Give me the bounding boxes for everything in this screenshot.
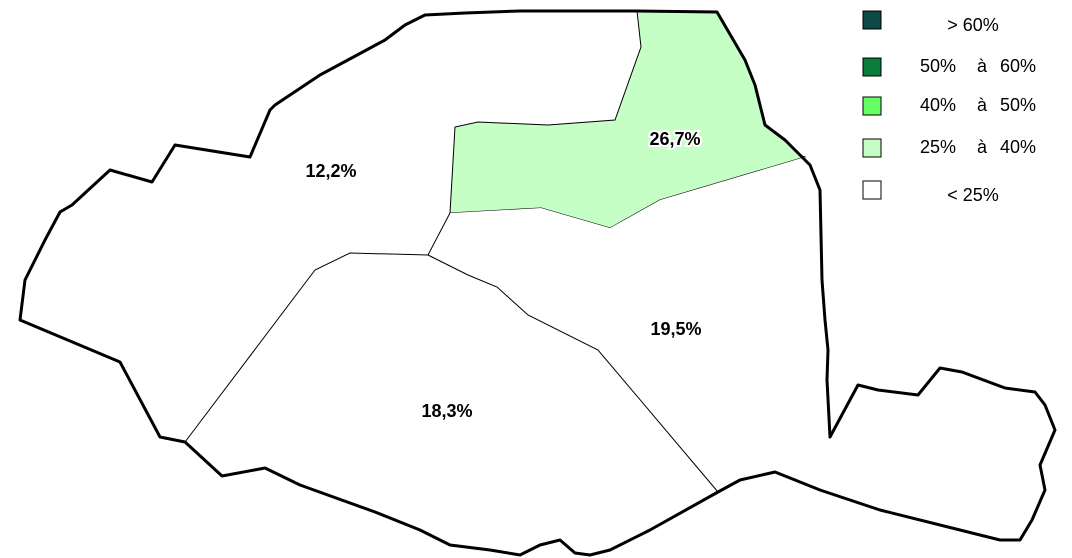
region-e	[428, 157, 1055, 540]
legend-label: > 60%	[947, 15, 999, 35]
legend-label: < 25%	[947, 185, 999, 205]
legend-label: 60%	[1000, 56, 1036, 76]
legend-label: 40%	[920, 95, 956, 115]
region-label: 18,3%	[421, 401, 472, 421]
legend-label: à	[977, 95, 988, 115]
legend-label: 50%	[1000, 95, 1036, 115]
legend-label: 50%	[920, 56, 956, 76]
region-label: 26,7%	[649, 129, 700, 149]
legend-swatch	[862, 138, 882, 158]
border	[427, 254, 719, 493]
region-label: 19,5%	[650, 319, 701, 339]
legend-label: 25%	[920, 137, 956, 157]
legend-swatch	[862, 96, 882, 116]
region-label: 12,2%	[305, 161, 356, 181]
outline	[18, 9, 1057, 557]
legend-swatch	[862, 180, 882, 200]
border	[184, 212, 451, 443]
legend-swatch	[862, 57, 882, 77]
legend-swatch	[862, 10, 882, 30]
legend-label: 40%	[1000, 137, 1036, 157]
legend-label: à	[977, 56, 988, 76]
region-s	[185, 253, 718, 555]
legend-label: à	[977, 137, 988, 157]
region-nw	[20, 11, 641, 442]
legend: > 60% 50% à 60% 40% à 50% 25% à 40% < 25%	[862, 10, 1036, 205]
